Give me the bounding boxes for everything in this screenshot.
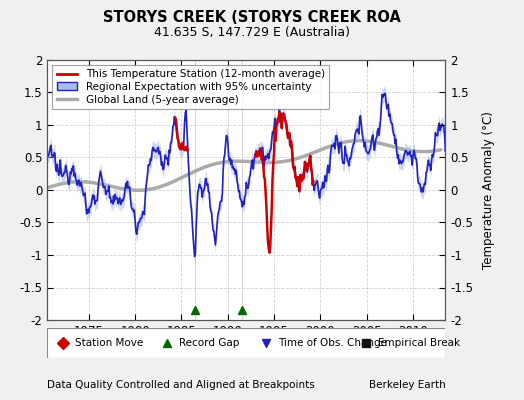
Text: Time of Obs. Change: Time of Obs. Change: [278, 338, 387, 348]
Text: Empirical Break: Empirical Break: [378, 338, 460, 348]
Text: Berkeley Earth: Berkeley Earth: [369, 380, 445, 390]
Text: Record Gap: Record Gap: [179, 338, 239, 348]
Text: Data Quality Controlled and Aligned at Breakpoints: Data Quality Controlled and Aligned at B…: [47, 380, 315, 390]
Text: 41.635 S, 147.729 E (Australia): 41.635 S, 147.729 E (Australia): [154, 26, 350, 39]
Text: Station Move: Station Move: [75, 338, 143, 348]
Text: STORYS CREEK (STORYS CREEK ROA: STORYS CREEK (STORYS CREEK ROA: [103, 10, 400, 25]
Y-axis label: Temperature Anomaly (°C): Temperature Anomaly (°C): [482, 111, 495, 269]
Legend: This Temperature Station (12-month average), Regional Expectation with 95% uncer: This Temperature Station (12-month avera…: [52, 65, 329, 109]
